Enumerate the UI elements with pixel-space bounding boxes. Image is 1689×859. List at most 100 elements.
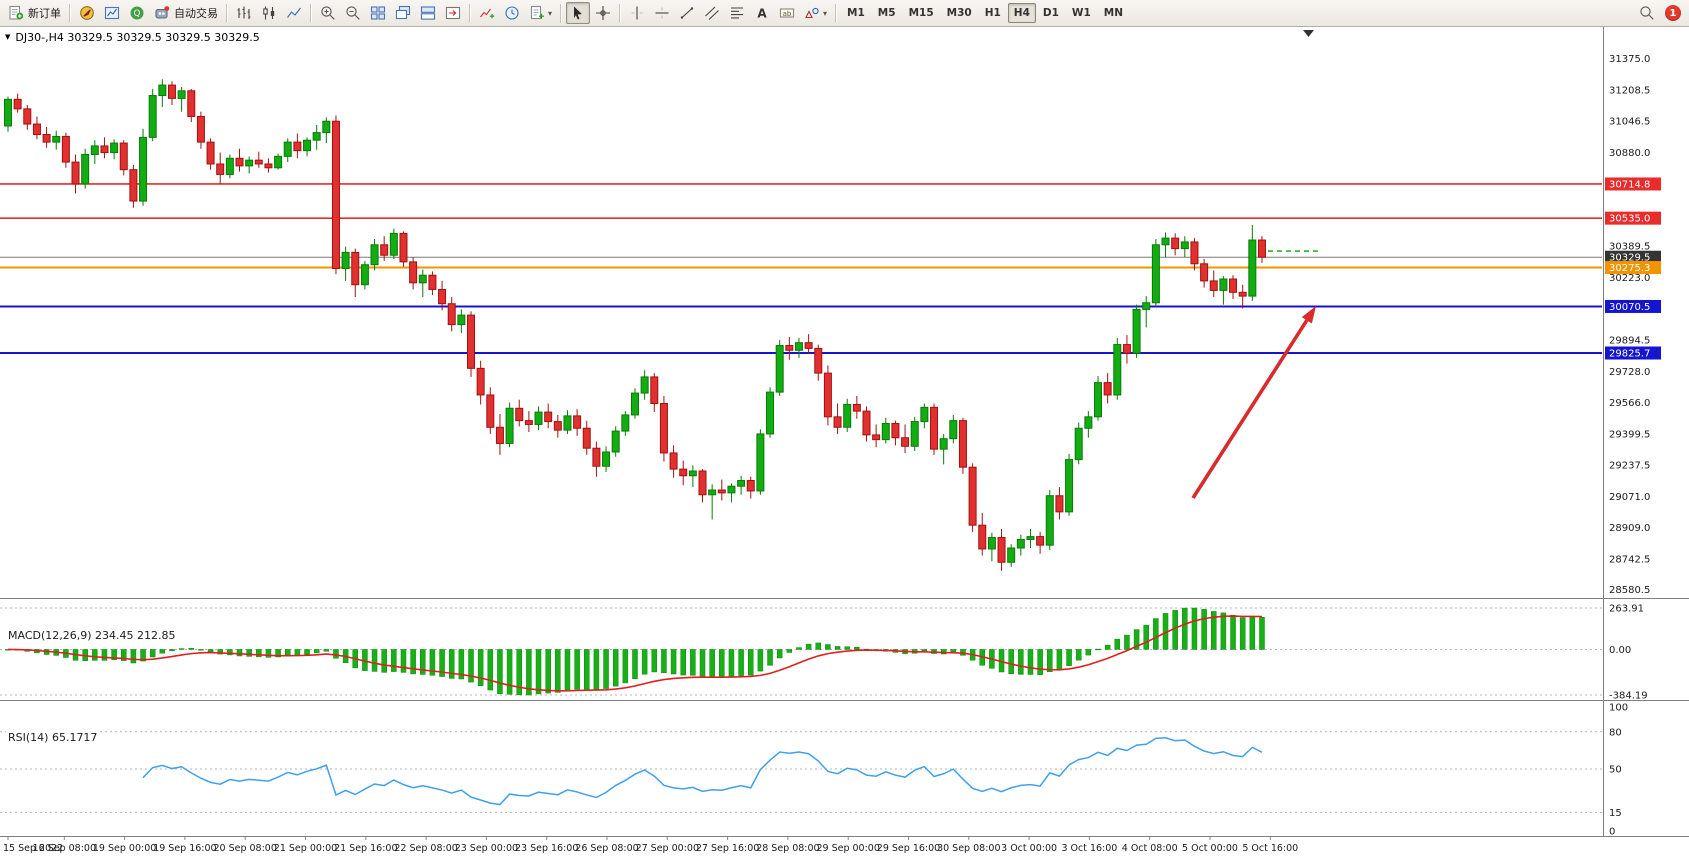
svg-text:5 Oct 16:00: 5 Oct 16:00 [1242, 843, 1298, 854]
chart-menu-icon[interactable]: ▼ [5, 33, 11, 41]
period-clock-button[interactable] [500, 2, 524, 24]
svg-text:3 Oct 16:00: 3 Oct 16:00 [1061, 843, 1117, 854]
toolbar-separator [310, 3, 312, 23]
new-order-label: 新订单 [28, 7, 61, 20]
svg-text:29237.5: 29237.5 [1609, 460, 1650, 471]
toolbar-separator [69, 3, 71, 23]
svg-text:0.00: 0.00 [1609, 645, 1631, 656]
svg-text:19 Sep 16:00: 19 Sep 16:00 [153, 843, 216, 854]
community-icon: Q [129, 5, 145, 21]
timeframe-button-h1[interactable]: H1 [979, 3, 1007, 23]
cascade-windows-icon [395, 5, 411, 21]
auto-trading-button[interactable]: 自动交易 [150, 2, 222, 24]
candlestick-chart-icon [261, 5, 277, 21]
search-button[interactable] [1635, 2, 1659, 24]
svg-text:21 Sep 00:00: 21 Sep 00:00 [274, 843, 337, 854]
fibonacci-button[interactable] [725, 2, 749, 24]
chart-shift-icon [445, 5, 461, 21]
line-chart-button[interactable] [282, 2, 306, 24]
svg-text:30714.8: 30714.8 [1609, 179, 1650, 190]
compass-icon [79, 5, 95, 21]
svg-text:23 Sep 00:00: 23 Sep 00:00 [455, 843, 518, 854]
toolbar-separator [469, 3, 471, 23]
svg-text:100: 100 [1609, 703, 1628, 714]
indicators-button[interactable] [475, 2, 499, 24]
toolbar-separator [619, 3, 622, 23]
svg-text:30070.5: 30070.5 [1609, 302, 1650, 313]
svg-text:28742.5: 28742.5 [1609, 554, 1650, 565]
arrange-windows-icon [420, 5, 436, 21]
tile-windows-button[interactable] [366, 2, 390, 24]
svg-text:23 Sep 16:00: 23 Sep 16:00 [515, 843, 578, 854]
timeframe-button-m5[interactable]: M5 [872, 3, 902, 23]
svg-text:27 Sep 16:00: 27 Sep 16:00 [696, 843, 759, 854]
vertical-line-button[interactable] [625, 2, 649, 24]
arrange-windows-button[interactable] [416, 2, 440, 24]
timeframe-button-w1[interactable]: W1 [1066, 3, 1097, 23]
timeframe-button-m30[interactable]: M30 [941, 3, 978, 23]
bars-chart-button[interactable] [232, 2, 256, 24]
svg-text:29728.0: 29728.0 [1609, 367, 1650, 378]
fibonacci-icon [729, 5, 745, 21]
svg-text:3 Oct 00:00: 3 Oct 00:00 [1001, 843, 1057, 854]
timeframe-button-m15[interactable]: M15 [903, 3, 940, 23]
timeframe-button-d1[interactable]: D1 [1037, 3, 1065, 23]
svg-text:16 Sep 08:00: 16 Sep 08:00 [33, 843, 96, 854]
line-chart-icon [286, 5, 302, 21]
profiles-button[interactable] [100, 2, 124, 24]
bars-chart-icon [236, 5, 252, 21]
timeframe-button-mn[interactable]: MN [1098, 3, 1129, 23]
zoom-out-button[interactable] [341, 2, 365, 24]
svg-text:263.91: 263.91 [1609, 604, 1644, 615]
crosshair-button[interactable] [591, 2, 615, 24]
channel-button[interactable] [700, 2, 724, 24]
svg-text:30329.5: 30329.5 [1609, 253, 1650, 264]
svg-text:28580.5: 28580.5 [1609, 585, 1650, 596]
zoom-out-icon [345, 5, 361, 21]
vertical-line-icon [629, 5, 645, 21]
candles-layer [4, 79, 1266, 571]
horizontal-line-icon [654, 5, 670, 21]
svg-text:29 Sep 16:00: 29 Sep 16:00 [877, 843, 940, 854]
trendline-button[interactable] [675, 2, 699, 24]
macd-header: MACD(12,26,9) 234.45 212.85 [6, 629, 178, 642]
dropdown-caret-icon: ▾ [823, 8, 828, 18]
svg-text:15 Sep 2022: 15 Sep 2022 [3, 843, 63, 854]
svg-text:20 Sep 08:00: 20 Sep 08:00 [213, 843, 276, 854]
timeframe-button-h4[interactable]: H4 [1007, 3, 1036, 23]
timeframe-button-m1[interactable]: M1 [841, 3, 871, 23]
chart-canvas[interactable]: 31375.0 31208.5 31046.5 30880.0 30389.5 30223… [0, 27, 1689, 859]
community-button[interactable]: Q [125, 2, 149, 24]
svg-text:29894.5: 29894.5 [1609, 335, 1650, 346]
svg-text:4 Oct 08:00: 4 Oct 08:00 [1122, 843, 1178, 854]
new-chart-button[interactable]: ▾ [525, 2, 556, 24]
horizontal-line-button[interactable] [650, 2, 674, 24]
svg-text:ab: ab [783, 10, 792, 18]
chart-shift-button[interactable] [441, 2, 465, 24]
compass-button[interactable] [75, 2, 99, 24]
shapes-button[interactable]: ▾ [800, 2, 831, 24]
svg-text:29 Sep 00:00: 29 Sep 00:00 [816, 843, 879, 854]
cascade-windows-button[interactable] [391, 2, 415, 24]
candlestick-chart-button[interactable] [257, 2, 281, 24]
svg-text:Q: Q [134, 9, 141, 19]
svg-text:0: 0 [1609, 827, 1615, 838]
notification-badge[interactable]: 1 [1665, 5, 1681, 21]
text-button[interactable]: A [750, 2, 774, 24]
svg-text:28 Sep 08:00: 28 Sep 08:00 [756, 843, 819, 854]
dropdown-caret-icon: ▾ [548, 8, 553, 18]
cursor-button[interactable] [566, 2, 591, 24]
new-order-button[interactable]: 新订单 [4, 2, 65, 24]
new-chart-icon [529, 5, 545, 21]
label-button[interactable]: ab [775, 2, 799, 24]
svg-text:50: 50 [1609, 765, 1622, 776]
svg-text:A: A [757, 7, 767, 21]
zoom-in-button[interactable] [316, 2, 340, 24]
auto-trading-icon [154, 5, 170, 21]
toolbar-separator [226, 3, 228, 23]
new-order-icon [8, 5, 24, 21]
svg-text:30389.5: 30389.5 [1609, 241, 1650, 252]
toolbar-separator [835, 3, 838, 23]
crosshair-icon [595, 5, 611, 21]
